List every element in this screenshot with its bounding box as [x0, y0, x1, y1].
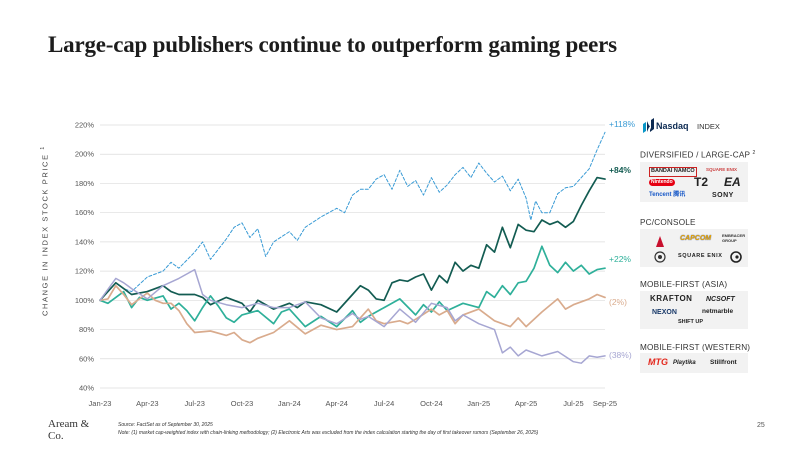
- legend-mobile-western-label: MOBILE-FIRST (WESTERN): [640, 343, 751, 352]
- y-tick-label: 80%: [79, 325, 94, 334]
- cdprojekt-icon: [656, 236, 664, 247]
- y-tick-label: 140%: [75, 237, 95, 246]
- series-line-diversified: [99, 176, 606, 313]
- x-tick-label: Jul-25: [563, 399, 583, 408]
- y-tick-label: 220%: [75, 121, 95, 130]
- logo-nexon: NEXON: [652, 309, 677, 316]
- y-tick-label: 60%: [79, 354, 94, 363]
- footnote-source: Source: FactSet as of September 30, 2025: [118, 422, 213, 428]
- logo-playtika: Playtika: [673, 360, 696, 366]
- ubisoft-icon: [730, 251, 742, 263]
- logo-tencent: Tencent 腾讯: [649, 192, 686, 198]
- logo-bandai-namco: BANDAI NAMCO: [649, 167, 697, 177]
- diversified-logos: BANDAI NAMCO SQUARE ENIX Nintendo T2 EA …: [640, 162, 748, 202]
- series-line-nasdaq: [99, 131, 606, 301]
- brand-logo: Aream & Co.: [48, 418, 90, 442]
- y-tick-label: 120%: [75, 267, 95, 276]
- pc-console-logos: CAPCOM EMBRACER GROUP SQUARE ENIX: [640, 229, 748, 267]
- series-line-mobile_western: [99, 268, 606, 364]
- logo-sony: SONY: [712, 192, 734, 199]
- series-line-mobile_asia: [99, 284, 606, 344]
- x-tick-label: Oct-23: [231, 399, 254, 408]
- y-tick-label: 100%: [75, 296, 95, 305]
- series-line-pc_console: [99, 245, 606, 328]
- y-axis-label: CHANGE IN INDEX STOCK PRICE 1: [40, 145, 50, 316]
- x-tick-label: Jan-23: [89, 399, 112, 408]
- logo-take-two: T2: [694, 175, 709, 189]
- legend-pc-console-label: PC/CONSOLE: [640, 218, 696, 227]
- y-tick-label: 40%: [79, 384, 94, 393]
- legend-mobile-asia-label: MOBILE-FIRST (ASIA): [640, 280, 728, 289]
- page-number: 25: [757, 422, 765, 429]
- logo-capcom: CAPCOM: [680, 235, 712, 242]
- y-tick-label: 160%: [75, 208, 95, 217]
- x-tick-label: Apr-23: [136, 399, 159, 408]
- logo-mtg: MTG: [648, 357, 668, 367]
- mobile-western-logos: MTG Playtika Stillfront: [640, 353, 748, 373]
- end-label-pc_console: +22%: [609, 254, 631, 264]
- logo-square-enix: SQUARE ENIX: [678, 253, 723, 259]
- end-label-nasdaq: +118%: [609, 119, 636, 129]
- logo-ea: EA: [724, 175, 741, 189]
- logo-stillfront: Stillfront: [710, 359, 737, 366]
- logo-embracer: EMBRACER GROUP: [722, 233, 746, 243]
- x-tick-label: Jan-25: [467, 399, 490, 408]
- nasdaq-logo-icon: [643, 118, 654, 133]
- y-tick-label: 180%: [75, 179, 95, 188]
- x-tick-label: Jul-23: [184, 399, 204, 408]
- mobile-asia-logos: KRAFTON NCSOFT NEXON netmarble SHIFT UP: [640, 291, 748, 329]
- end-label-mobile_asia: (2%): [609, 297, 627, 307]
- x-tick-label: Apr-25: [515, 399, 538, 408]
- logo-netmarble: netmarble: [702, 308, 734, 315]
- logo-nintendo: Nintendo: [649, 179, 675, 186]
- nasdaq-index-label: INDEX: [697, 122, 720, 131]
- legend-diversified-label: DIVERSIFIED / LARGE-CAP 2: [640, 150, 756, 160]
- y-tick-label: 200%: [75, 150, 95, 159]
- end-label-diversified: +84%: [609, 165, 631, 175]
- remedy-icon: [654, 251, 666, 263]
- x-tick-label: Jan-24: [278, 399, 301, 408]
- x-tick-label: Oct-24: [420, 399, 443, 408]
- logo-square-enix-diversified: SQUARE ENIX: [706, 167, 738, 172]
- logo-ncsoft: NCSOFT: [706, 296, 735, 303]
- page-title: Large-cap publishers continue to outperf…: [48, 32, 617, 57]
- end-label-mobile_western: (38%): [609, 350, 632, 360]
- footnote-note: Note: (1) market cap-weighted index with…: [118, 430, 539, 436]
- nasdaq-name: Nasdaq: [656, 121, 689, 131]
- x-tick-label: Sep-25: [593, 399, 617, 408]
- logo-shift-up: SHIFT UP: [678, 319, 704, 325]
- x-tick-label: Jul-24: [374, 399, 394, 408]
- logo-krafton: KRAFTON: [650, 294, 693, 303]
- x-tick-label: Apr-24: [325, 399, 348, 408]
